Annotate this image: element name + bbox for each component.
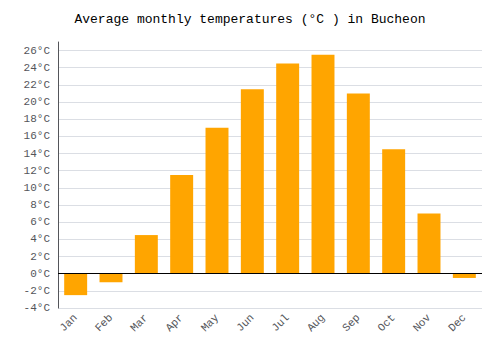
svg-text:Apr: Apr bbox=[163, 312, 185, 334]
svg-text:8°C: 8°C bbox=[30, 199, 50, 211]
svg-text:Sep: Sep bbox=[340, 312, 362, 334]
svg-text:Jul: Jul bbox=[269, 312, 291, 334]
svg-text:26°C: 26°C bbox=[24, 45, 51, 57]
svg-text:22°C: 22°C bbox=[24, 79, 51, 91]
svg-text:-4°C: -4°C bbox=[24, 302, 51, 314]
svg-text:May: May bbox=[199, 311, 222, 334]
svg-text:Mar: Mar bbox=[128, 312, 150, 334]
svg-text:18°C: 18°C bbox=[24, 113, 51, 125]
svg-text:Oct: Oct bbox=[375, 312, 397, 334]
svg-text:12°C: 12°C bbox=[24, 165, 51, 177]
svg-text:16°C: 16°C bbox=[24, 130, 51, 142]
svg-text:4°C: 4°C bbox=[30, 233, 50, 245]
svg-text:20°C: 20°C bbox=[24, 96, 51, 108]
svg-text:6°C: 6°C bbox=[30, 216, 50, 228]
svg-text:Dec: Dec bbox=[446, 312, 468, 334]
svg-text:2°C: 2°C bbox=[30, 251, 50, 263]
svg-text:Nov: Nov bbox=[411, 311, 434, 334]
svg-text:Jun: Jun bbox=[234, 312, 256, 334]
svg-text:-2°C: -2°C bbox=[24, 285, 51, 297]
svg-text:Feb: Feb bbox=[93, 312, 115, 334]
svg-text:Aug: Aug bbox=[305, 312, 327, 334]
svg-text:0°C: 0°C bbox=[30, 268, 50, 280]
svg-text:14°C: 14°C bbox=[24, 148, 51, 160]
svg-text:Average monthly temperatures (: Average monthly temperatures (°C ) in Bu… bbox=[74, 12, 425, 27]
svg-text:24°C: 24°C bbox=[24, 62, 51, 74]
svg-text:Jan: Jan bbox=[57, 312, 79, 334]
svg-text:10°C: 10°C bbox=[24, 182, 51, 194]
